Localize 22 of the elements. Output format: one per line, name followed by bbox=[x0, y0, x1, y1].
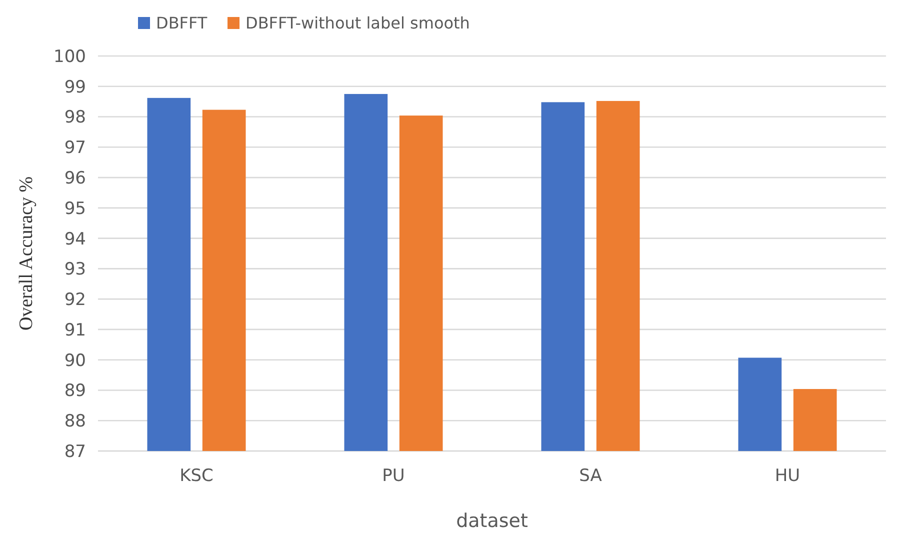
y-tick-label: 90 bbox=[64, 350, 86, 371]
y-tick-label: 99 bbox=[64, 77, 86, 98]
x-tick-label: HU bbox=[774, 466, 800, 486]
legend-label: DBFFT-without label smooth bbox=[246, 14, 470, 33]
y-tick-label: 91 bbox=[64, 320, 86, 340]
x-axis-title: dataset bbox=[456, 510, 528, 532]
y-tick-label: 87 bbox=[64, 442, 86, 462]
y-tick-label: 98 bbox=[64, 108, 86, 128]
y-tick-label: 100 bbox=[54, 46, 86, 67]
x-tick-label: SA bbox=[579, 466, 602, 486]
y-axis-title: Overall Accuracy % bbox=[16, 176, 37, 331]
y-tick-label: 93 bbox=[64, 260, 86, 280]
y-tick-label: 97 bbox=[64, 138, 86, 158]
x-tick-label: PU bbox=[382, 466, 405, 486]
y-tick-label: 94 bbox=[64, 229, 86, 250]
legend-label: DBFFT bbox=[156, 14, 208, 33]
y-tick-label: 95 bbox=[64, 198, 86, 219]
y-tick-label: 96 bbox=[64, 168, 86, 188]
x-tick-label: KSC bbox=[180, 466, 214, 486]
y-tick-label: 89 bbox=[64, 381, 86, 402]
y-tick-label: 88 bbox=[64, 412, 86, 432]
y-tick-label: 92 bbox=[64, 290, 86, 310]
